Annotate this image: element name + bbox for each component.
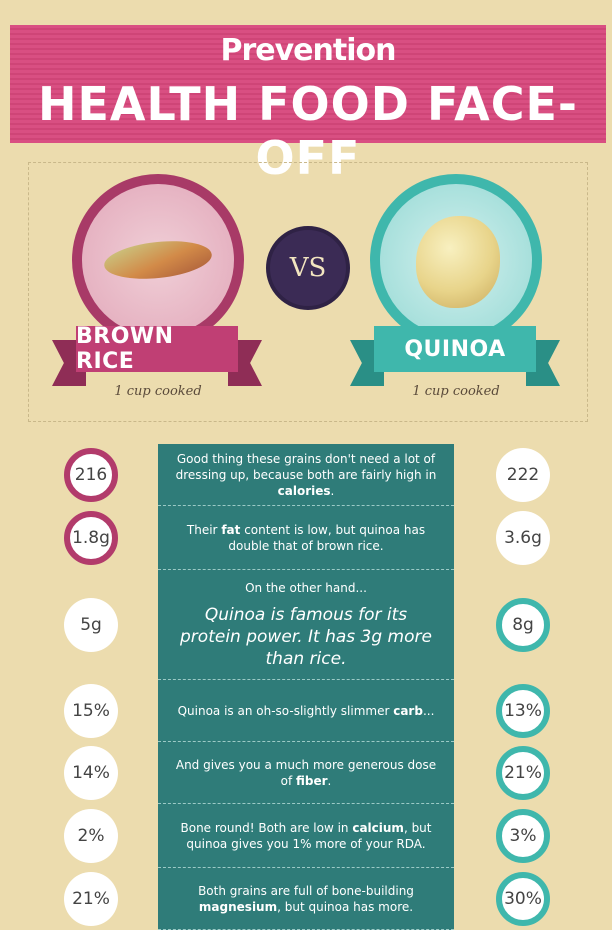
page-title: HEALTH FOOD FACE-OFF	[38, 77, 578, 185]
vs-badge: VS	[266, 226, 350, 310]
row-description: Their fat content is low, but quinoa has…	[174, 522, 438, 554]
row-text: Both grains are full of bone-building ma…	[158, 868, 454, 930]
row-text-post: .	[330, 483, 335, 498]
row-text: Quinoa is an oh-so-slightly slimmer carb…	[158, 680, 454, 742]
quinoa-stat: 21%	[496, 746, 550, 800]
row-text-post: content is low, but quinoa has double th…	[228, 522, 426, 553]
row-text-pre: Their	[186, 522, 222, 537]
row-text: On the other hand... Quinoa is famous for…	[158, 570, 454, 680]
row-text-pre: Bone round! Both are low in	[180, 820, 353, 835]
row-nutrient: carb	[393, 703, 423, 718]
row-description: Good thing these grains don't need a lot…	[174, 451, 438, 499]
quinoa-stat: 3%	[496, 809, 550, 863]
brown-rice-label: BROWN RICE	[76, 324, 238, 374]
row-nutrient: magnesium	[198, 899, 278, 914]
brown-rice-stat: 21%	[64, 872, 118, 926]
rice-grain-icon	[102, 236, 214, 284]
row-text: And gives you a much more generous dose …	[158, 742, 454, 804]
brand-logo: Prevention	[220, 33, 397, 68]
row-nutrient: fat	[221, 522, 241, 537]
row-description: Bone round! Both are low in calcium, but…	[174, 820, 438, 852]
quinoa-stat: 30%	[496, 872, 550, 926]
brown-rice-stat: 2%	[64, 809, 118, 863]
quinoa-seed-icon	[416, 216, 500, 308]
row-text-pre: And gives you a much more generous dose …	[175, 757, 437, 788]
brown-rice-stat: 14%	[64, 746, 118, 800]
comparison-box	[28, 162, 588, 422]
row-text-pre: Good thing these grains don't need a lot…	[175, 451, 437, 482]
row-text-post: .	[327, 773, 332, 788]
brown-rice-stat: 5g	[64, 598, 118, 652]
quinoa-label: QUINOA	[374, 326, 536, 372]
brown-rice-stat: 216	[64, 448, 118, 502]
row-lead-text: On the other hand...	[245, 580, 367, 595]
quinoa-stat: 3.6g	[496, 511, 550, 565]
row-nutrient: calories	[277, 483, 331, 498]
row-text: Their fat content is low, but quinoa has…	[158, 506, 454, 570]
brown-rice-illustration	[72, 174, 244, 346]
row-nutrient: calcium	[352, 820, 404, 835]
quinoa-stat: 8g	[496, 598, 550, 652]
row-description: And gives you a much more generous dose …	[174, 757, 438, 789]
header-banner: Prevention HEALTH FOOD FACE-OFF	[10, 25, 606, 185]
row-text-pre: Quinoa is an oh-so-slightly slimmer	[177, 703, 394, 718]
row-text: Bone round! Both are low in calcium, but…	[158, 804, 454, 868]
row-text: Good thing these grains don't need a lot…	[158, 444, 454, 506]
quinoa-serving: 1 cup cooked	[412, 384, 500, 399]
row-text-post: , but quinoa gives you 1% more of your R…	[186, 820, 432, 851]
row-description: Both grains are full of bone-building ma…	[174, 883, 438, 915]
brown-rice-stat: 1.8g	[64, 511, 118, 565]
row-description: Quinoa is an oh-so-slightly slimmer carb…	[178, 703, 435, 719]
row-nutrient: fiber	[296, 773, 328, 788]
row-text-post: ...	[422, 703, 435, 718]
info-panel	[158, 444, 454, 930]
quinoa-stat: 222	[496, 448, 550, 502]
quinoa-stat: 13%	[496, 684, 550, 738]
row-text-post: , but quinoa has more.	[277, 899, 414, 914]
brown-rice-stat: 15%	[64, 684, 118, 738]
quinoa-illustration	[370, 174, 542, 346]
row-quote-text: Quinoa is famous for its protein power. …	[180, 604, 432, 669]
row-text-pre: Both grains are full of bone-building	[198, 883, 414, 898]
brown-rice-serving: 1 cup cooked	[114, 384, 202, 399]
